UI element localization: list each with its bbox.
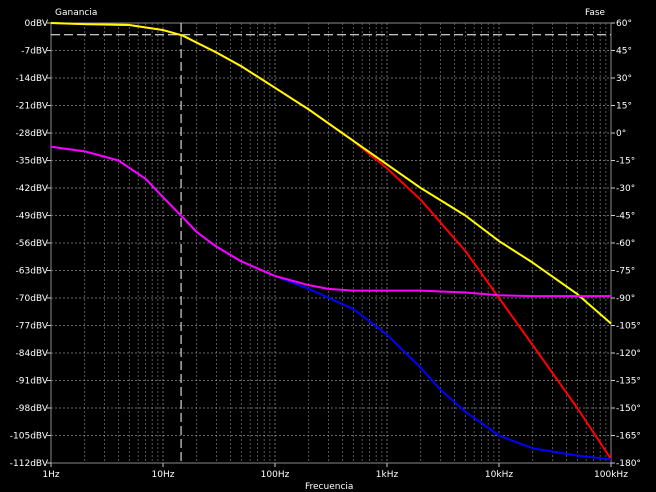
- y-right-tick-label: -150°: [616, 404, 641, 414]
- y-right-tick-label: 0°: [616, 129, 626, 139]
- y-right-tick-label: -135°: [616, 377, 641, 387]
- x-tick-label: 100Hz: [261, 470, 290, 480]
- y-left-tick-label: -21dBV: [16, 102, 49, 112]
- y-right-tick-label: 15°: [616, 102, 632, 112]
- y-right-tick-label: -15°: [616, 157, 635, 167]
- x-axis-title: Frecuencia: [305, 482, 354, 492]
- y-left-tick-label: 0dBV: [25, 19, 49, 29]
- series-line-2: [50, 145, 611, 298]
- y-left-tick-label: -14dBV: [16, 74, 49, 84]
- y-left-tick-label: -7dBV: [21, 47, 49, 57]
- y-right-tick-label: 30°: [616, 74, 632, 84]
- y-left-tick-label: -91dBV: [16, 377, 49, 387]
- x-tick-label: 10kHz: [485, 470, 513, 480]
- y-right-tick-label: -180°: [616, 459, 641, 469]
- y-right-tick-label: -90°: [616, 294, 635, 304]
- y-right-tick-label: -165°: [616, 432, 641, 442]
- y-left-tick-label: -49dBV: [16, 212, 49, 222]
- y-left-tick-label: -42dBV: [16, 184, 49, 194]
- left-axis-title: Ganancia: [55, 8, 98, 18]
- y-right-tick-label: -75°: [616, 267, 635, 277]
- y-right-tick-label: -30°: [616, 184, 635, 194]
- x-tick-label: 100kHz: [594, 470, 628, 480]
- y-right-tick-label: -105°: [616, 322, 641, 332]
- y-left-tick-label: -35dBV: [16, 157, 49, 167]
- x-tick-label: 1kHz: [376, 470, 399, 480]
- series-line-3: [50, 145, 612, 461]
- y-left-tick-label: -28dBV: [16, 129, 49, 139]
- y-left-tick-label: -77dBV: [16, 322, 49, 332]
- y-right-tick-label: 45°: [616, 47, 632, 57]
- x-tick-label: 10Hz: [152, 470, 175, 480]
- x-tick-label: 1Hz: [42, 470, 59, 480]
- y-left-tick-label: -70dBV: [16, 294, 49, 304]
- y-left-tick-label: -56dBV: [16, 239, 49, 249]
- y-right-tick-label: -45°: [616, 212, 635, 222]
- y-left-tick-label: -84dBV: [16, 349, 49, 359]
- y-right-tick-label: -120°: [616, 349, 641, 359]
- y-right-tick-label: -60°: [616, 239, 635, 249]
- y-right-tick-label: 60°: [616, 19, 632, 29]
- y-left-tick-label: -112dBV: [10, 459, 49, 469]
- series-line-1: [50, 22, 612, 460]
- y-left-tick-label: -98dBV: [16, 404, 49, 414]
- y-left-tick-label: -105dBV: [10, 432, 49, 442]
- y-left-tick-label: -63dBV: [16, 267, 49, 277]
- series-line-0: [50, 22, 612, 325]
- right-axis-title: Fase: [585, 8, 606, 18]
